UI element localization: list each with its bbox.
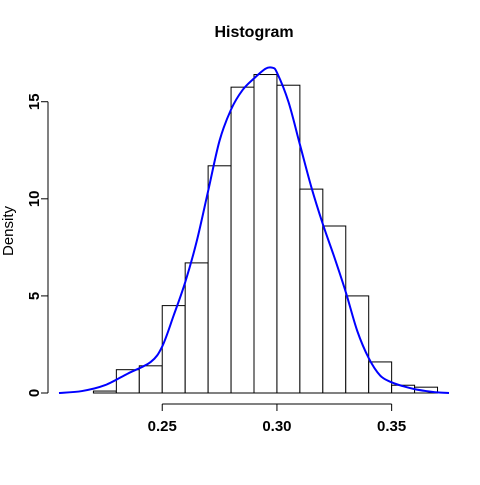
x-tick-label: 0.35	[377, 418, 406, 435]
histogram-bar	[92, 390, 117, 394]
bars-group	[92, 74, 439, 394]
histogram-bar	[184, 262, 209, 394]
y-axis-title: Density	[0, 205, 17, 256]
histogram-bar	[253, 74, 278, 394]
density-curve-group	[58, 66, 450, 394]
density-curve	[58, 66, 450, 394]
x-axis: 0.25 0.30 0.35	[148, 403, 406, 435]
chart-title: Histogram	[214, 24, 293, 41]
histogram-bar	[299, 188, 324, 394]
y-tick-label: 10	[26, 190, 43, 207]
x-tick-label: 0.30	[262, 418, 291, 435]
histogram-bar	[345, 295, 370, 394]
histogram-bar	[161, 305, 186, 394]
y-tick-label: 0	[26, 389, 43, 397]
histogram-bar	[230, 86, 255, 394]
histogram-bar	[207, 165, 232, 394]
histogram-bar	[322, 225, 347, 394]
histogram-bar	[368, 361, 393, 394]
histogram-bar	[138, 365, 163, 394]
y-tick-label: 15	[26, 93, 43, 110]
x-tick-label: 0.25	[148, 418, 177, 435]
y-axis: 0 5 10 15	[26, 93, 49, 397]
y-tick-label: 5	[26, 292, 43, 300]
